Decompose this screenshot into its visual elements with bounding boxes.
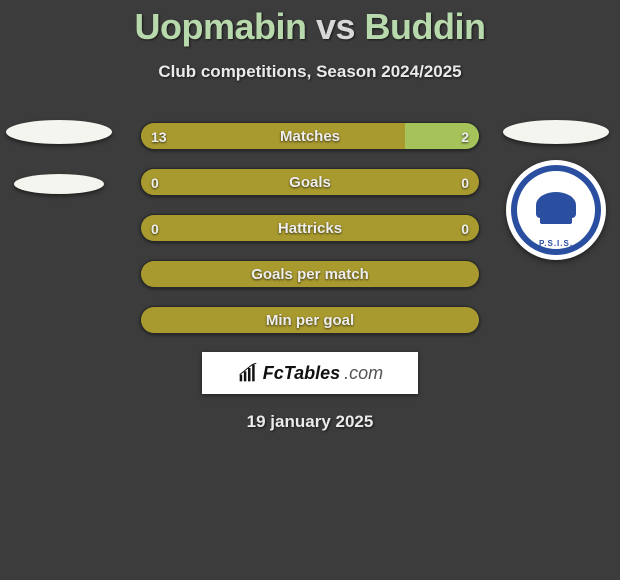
stat-label: Min per goal	[141, 307, 479, 333]
club-badge-icon: P.S.I.S.	[506, 160, 606, 260]
brand-text-2: .com	[344, 363, 383, 384]
right-value: 0	[461, 215, 469, 241]
stat-row: Hattricks0 0	[140, 214, 480, 242]
placeholder-ellipse-icon	[503, 120, 609, 144]
left-team-logo	[6, 120, 112, 194]
placeholder-ellipse-icon	[6, 120, 112, 144]
stat-label: Goals	[141, 169, 479, 195]
stat-label: Hattricks	[141, 215, 479, 241]
right-team-logo: P.S.I.S.	[498, 120, 614, 260]
stat-label: Matches	[141, 123, 479, 149]
vs-text: vs	[316, 6, 355, 47]
player2-name: Buddin	[365, 6, 486, 47]
placeholder-ellipse-icon	[14, 174, 104, 194]
subtitle: Club competitions, Season 2024/2025	[0, 62, 620, 82]
bar-chart-icon	[237, 363, 259, 383]
left-value: 0	[151, 215, 159, 241]
player1-name: Uopmabin	[134, 6, 306, 47]
stat-row: Matches13 2	[140, 122, 480, 150]
brand-text-1: FcTables	[263, 363, 340, 384]
stat-row: Min per goal	[140, 306, 480, 334]
date-text: 19 january 2025	[0, 412, 620, 432]
stat-row: Goals per match	[140, 260, 480, 288]
stat-row: Goals0 0	[140, 168, 480, 196]
stat-label: Goals per match	[141, 261, 479, 287]
brand-watermark: FcTables.com	[202, 352, 418, 394]
left-value: 13	[151, 123, 167, 149]
badge-text: P.S.I.S.	[506, 239, 606, 248]
right-value: 0	[461, 169, 469, 195]
page-title: Uopmabin vs Buddin	[0, 0, 620, 48]
left-value: 0	[151, 169, 159, 195]
right-value: 2	[461, 123, 469, 149]
